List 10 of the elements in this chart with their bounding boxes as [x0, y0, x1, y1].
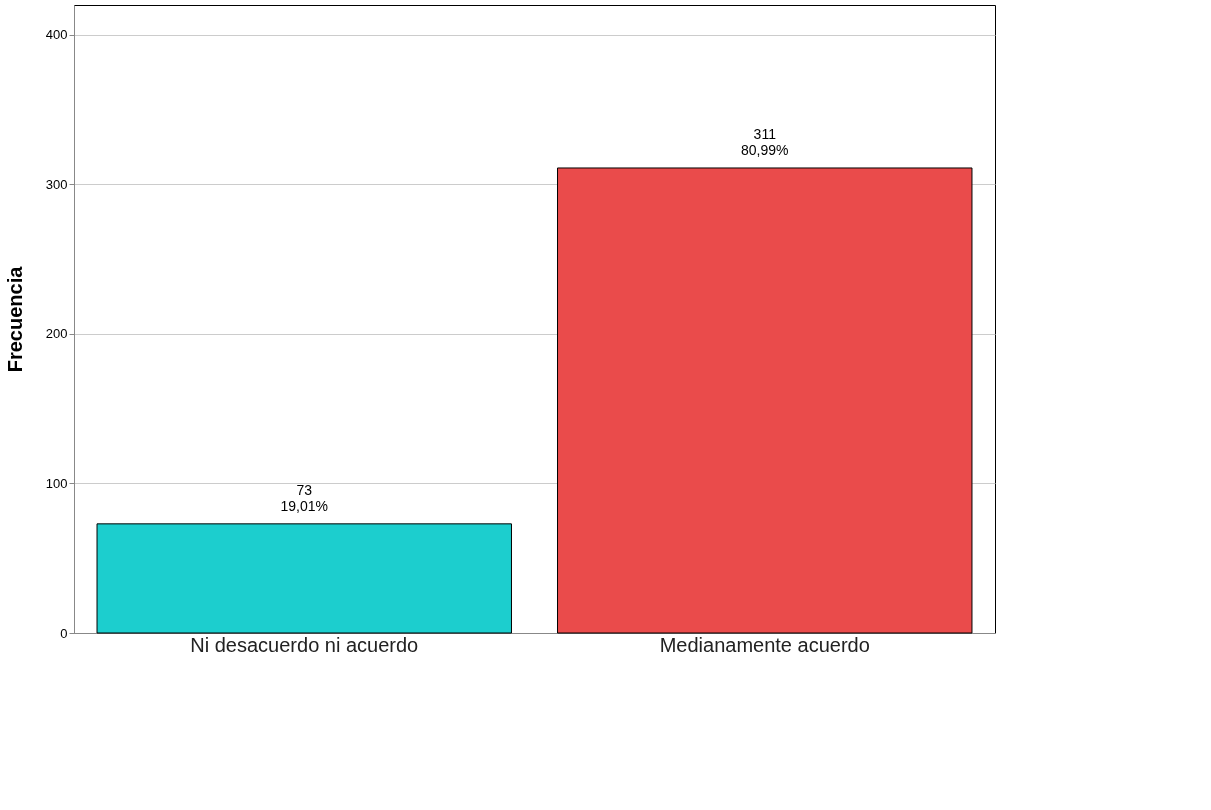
y-tick-label: 300 [45, 176, 68, 192]
data-label: 73 19,01% [280, 481, 328, 514]
x-tick-label: Medianamente acuerdo [659, 633, 870, 656]
y-tick-label: 400 [45, 27, 68, 43]
y-tick-label: 100 [45, 475, 68, 491]
y-tick-label: 0 [60, 625, 68, 641]
x-tick-label: Ni desacuerdo ni acuerdo [190, 633, 419, 656]
data-label: 311 80,99% [741, 125, 789, 158]
y-tick-label: 200 [45, 326, 68, 342]
y-axis-title: Frecuencia [3, 265, 26, 373]
